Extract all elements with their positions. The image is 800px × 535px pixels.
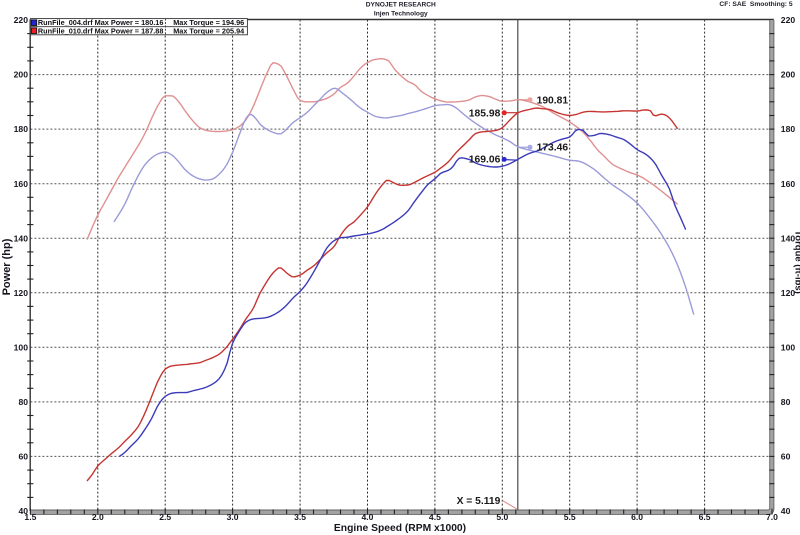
svg-text:220: 220 <box>781 15 796 25</box>
svg-text:120: 120 <box>14 288 29 298</box>
svg-text:RunFile_004.drf Max Power = 18: RunFile_004.drf Max Power = 180.16 <box>38 18 164 27</box>
svg-text:Engine Speed (RPM x1000): Engine Speed (RPM x1000) <box>334 523 466 534</box>
svg-text:60: 60 <box>18 452 28 462</box>
svg-text:Injen Technology: Injen Technology <box>374 10 428 17</box>
svg-text:5.5: 5.5 <box>564 512 576 522</box>
svg-text:80: 80 <box>781 397 791 407</box>
svg-text:80: 80 <box>18 397 28 407</box>
svg-text:169.06: 169.06 <box>469 155 501 166</box>
svg-text:4.5: 4.5 <box>429 512 441 522</box>
svg-text:X = 5.119: X = 5.119 <box>457 496 501 507</box>
svg-text:140: 140 <box>14 233 29 243</box>
svg-text:180: 180 <box>14 124 29 134</box>
svg-text:120: 120 <box>781 288 796 298</box>
svg-text:140: 140 <box>781 233 796 243</box>
svg-text:200: 200 <box>781 70 796 80</box>
svg-text:160: 160 <box>781 179 796 189</box>
svg-text:3.5: 3.5 <box>294 512 306 522</box>
svg-text:Power (hp): Power (hp) <box>1 238 13 295</box>
svg-text:60: 60 <box>781 452 791 462</box>
svg-text:190.81: 190.81 <box>537 96 569 107</box>
svg-text:3.0: 3.0 <box>227 512 239 522</box>
svg-text:40: 40 <box>781 506 791 516</box>
svg-text:40: 40 <box>18 506 28 516</box>
svg-text:185.98: 185.98 <box>469 108 501 119</box>
svg-text:100: 100 <box>14 342 29 352</box>
svg-text:6.0: 6.0 <box>631 512 643 522</box>
svg-text:6.5: 6.5 <box>699 512 711 522</box>
svg-text:2.0: 2.0 <box>92 512 104 522</box>
svg-text:160: 160 <box>14 179 29 189</box>
svg-text:100: 100 <box>781 342 796 352</box>
svg-text:Max Torque = 194.96: Max Torque = 194.96 <box>173 18 244 27</box>
svg-text:200: 200 <box>14 70 29 80</box>
svg-text:173.46: 173.46 <box>537 143 569 154</box>
svg-text:2.5: 2.5 <box>159 512 171 522</box>
svg-text:180: 180 <box>781 124 796 134</box>
svg-text:Max Torque = 205.94: Max Torque = 205.94 <box>173 26 245 35</box>
svg-text:RunFile_010.drf Max Power = 18: RunFile_010.drf Max Power = 187.88 <box>38 26 164 35</box>
svg-text:1.5: 1.5 <box>24 512 36 522</box>
svg-text:4.0: 4.0 <box>362 512 374 522</box>
svg-text:Torque (ft-lbs): Torque (ft-lbs) <box>792 230 800 294</box>
svg-text:DYNOJET RESEARCH: DYNOJET RESEARCH <box>366 2 436 9</box>
svg-text:CF: SAE Smoothing: 5: CF: SAE Smoothing: 5 <box>719 1 792 8</box>
svg-text:5.0: 5.0 <box>496 512 508 522</box>
svg-text:7.0: 7.0 <box>766 512 778 522</box>
svg-text:220: 220 <box>14 15 29 25</box>
